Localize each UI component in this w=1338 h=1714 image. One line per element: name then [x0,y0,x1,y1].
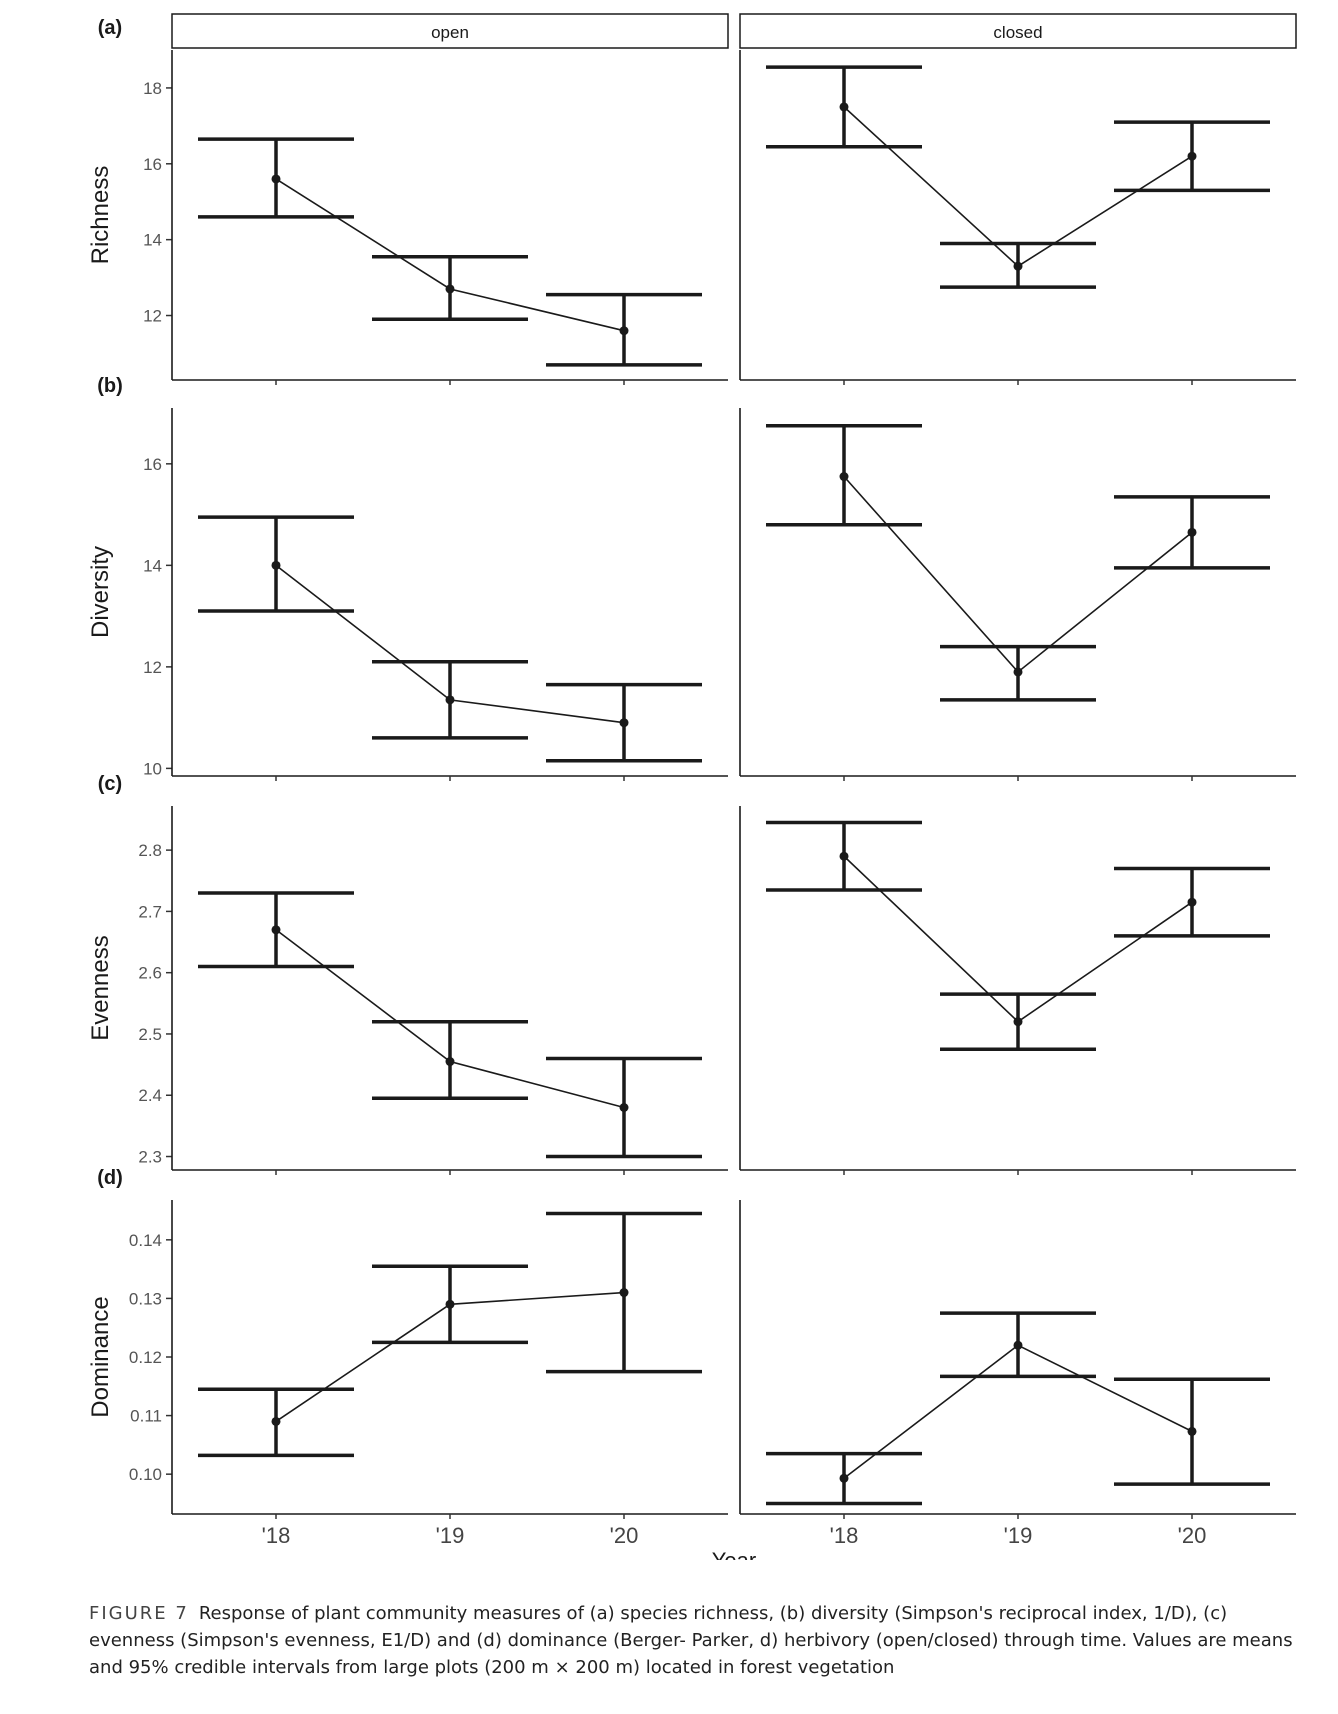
y-tick-label: 2.7 [138,902,162,921]
y-tick-label: 2.8 [138,841,162,860]
data-point [1013,261,1023,271]
panel-label: (d) [97,1167,123,1189]
panel-b: (b) Diversity 10 12 14 16 [87,375,1296,781]
y-tick-label: 12 [143,658,162,677]
data-point [1013,1340,1023,1350]
facet-label-open: open [431,23,469,42]
x-axis-title: Year [712,1548,756,1560]
data-point [271,174,281,184]
series-closed [739,408,1296,781]
data-point [1187,151,1197,161]
series-open [171,50,728,385]
data-point [445,1057,455,1067]
data-point [619,326,629,336]
data-point [271,560,281,570]
facet-label-closed: closed [993,23,1042,42]
y-axis-title: Diversity [87,546,114,638]
data-point [619,718,629,728]
series-open [171,408,728,781]
y-tick-label: 2.5 [138,1025,162,1044]
data-point [445,284,455,294]
y-tick-label: 12 [143,307,162,326]
data-point [1013,1017,1023,1027]
x-tick-label: '18 [262,1523,291,1548]
data-point [1013,667,1023,677]
x-tick-label: '20 [1178,1523,1207,1548]
data-point [839,851,849,861]
x-tick-labels-open: '18 '19 '20 [262,1523,639,1548]
data-point [445,695,455,705]
panel-label: (c) [98,773,122,795]
y-tick-label: 0.11 [130,1407,162,1426]
x-tick-label: '19 [1004,1523,1033,1548]
y-tick-label: 0.12 [129,1348,162,1367]
panel-a: (a) Richness 12 14 16 18 [87,17,1296,385]
data-point [271,925,281,935]
series-open [171,1200,728,1519]
x-tick-label: '19 [436,1523,465,1548]
series-line [843,475,1193,674]
panel-c: (c) Evenness 2.3 2.4 2.5 2.6 2.7 2.8 [87,773,1296,1175]
y-tick-label: 0.10 [129,1465,162,1484]
data-point [1187,527,1197,537]
data-point [445,1299,455,1309]
y-tick-label: 0.13 [129,1289,162,1308]
series-closed [739,1200,1296,1519]
panel-d: (d) Dominance 0.10 0.11 0.12 0.13 0.14 [87,1167,1296,1519]
y-tick-label: 16 [143,455,162,474]
y-tick-label: 2.6 [138,964,162,983]
series-closed [739,50,1296,385]
x-tick-label: '20 [610,1523,639,1548]
chart-panels: (a)Richness12141618(b)Diversity10121416(… [87,17,1296,1519]
y-axis-title: Evenness [87,935,114,1040]
data-point [839,472,849,482]
data-point [619,1288,629,1298]
x-tick-labels-closed: '18 '19 '20 [830,1523,1207,1548]
panel-label: (a) [98,17,122,39]
y-tick-label: 14 [143,556,162,575]
y-tick-label: 18 [143,79,162,98]
panel-label: (b) [97,375,123,397]
data-point [1187,1426,1197,1436]
data-point [839,1473,849,1483]
x-tick-label: '18 [830,1523,859,1548]
figure-caption: FIGURE 7 Response of plant community meas… [89,1600,1309,1681]
series-open [171,806,728,1175]
data-point [1187,897,1197,907]
y-axis-title: Dominance [87,1296,114,1417]
y-tick-label: 16 [143,155,162,174]
facet-strip-open: open [171,13,729,49]
y-tick-label: 2.3 [138,1148,162,1167]
data-point [271,1416,281,1426]
facet-strip-closed: closed [739,13,1297,49]
series-closed [739,806,1296,1175]
figure-7-chart: open closed (a) Richness 12 14 16 18 (b) Divers… [87,13,1297,1560]
y-tick-label: 2.4 [138,1086,162,1105]
data-point [839,102,849,112]
y-tick-label: 10 [143,759,162,778]
caption-text: Response of plant community measures of … [89,1603,1293,1678]
y-tick-label: 0.14 [129,1231,162,1250]
data-point [619,1102,629,1112]
y-tick-label: 14 [143,231,162,250]
caption-label: FIGURE 7 [89,1603,189,1624]
y-axis-title: Richness [87,166,114,265]
